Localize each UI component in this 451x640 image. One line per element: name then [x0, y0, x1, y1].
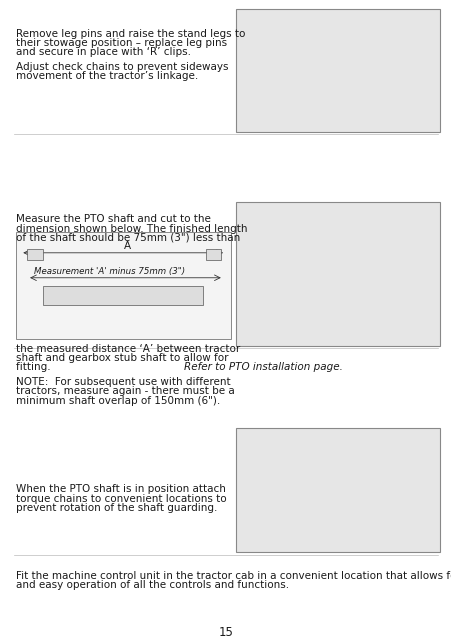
Text: 15: 15 — [218, 626, 233, 639]
Text: Refer to PTO installation page.: Refer to PTO installation page. — [183, 362, 342, 372]
Bar — [235, 428, 439, 552]
Text: Measure the PTO shaft and cut to the: Measure the PTO shaft and cut to the — [16, 214, 210, 225]
Text: Remove leg pins and raise the stand legs to: Remove leg pins and raise the stand legs… — [16, 29, 244, 39]
Bar — [235, 9, 439, 132]
Text: tractors, measure again - there must be a: tractors, measure again - there must be … — [16, 387, 234, 396]
Bar — [27, 249, 43, 260]
Bar — [235, 202, 439, 346]
Text: and easy operation of all the controls and functions.: and easy operation of all the controls a… — [16, 580, 288, 590]
Bar — [43, 286, 203, 305]
Text: prevent rotation of the shaft guarding.: prevent rotation of the shaft guarding. — [16, 503, 217, 513]
Text: the measured distance ‘A’ between tractor: the measured distance ‘A’ between tracto… — [16, 344, 239, 354]
Text: When the PTO shaft is in position attach: When the PTO shaft is in position attach — [16, 484, 225, 495]
Text: dimension shown below. The finished length: dimension shown below. The finished leng… — [16, 223, 247, 234]
Bar — [16, 232, 230, 339]
Text: their stowage position – replace leg pins: their stowage position – replace leg pin… — [16, 38, 226, 48]
Text: movement of the tractor’s linkage.: movement of the tractor’s linkage. — [16, 72, 198, 81]
Text: A: A — [124, 241, 131, 252]
Text: shaft and gearbox stub shaft to allow for: shaft and gearbox stub shaft to allow fo… — [16, 353, 228, 363]
Text: Measurement 'A' minus 75mm (3"): Measurement 'A' minus 75mm (3") — [34, 267, 184, 276]
Text: torque chains to convenient locations to: torque chains to convenient locations to — [16, 494, 226, 504]
Text: minimum shaft overlap of 150mm (6").: minimum shaft overlap of 150mm (6"). — [16, 396, 220, 406]
Text: Fit the machine control unit in the tractor cab in a convenient location that al: Fit the machine control unit in the trac… — [16, 571, 451, 581]
Text: and secure in place with ‘R’ clips.: and secure in place with ‘R’ clips. — [16, 47, 190, 58]
Bar — [205, 249, 221, 260]
Text: NOTE:  For subsequent use with different: NOTE: For subsequent use with different — [16, 377, 230, 387]
Text: Adjust check chains to prevent sideways: Adjust check chains to prevent sideways — [16, 62, 228, 72]
Text: of the shaft should be 75mm (3") less than: of the shaft should be 75mm (3") less th… — [16, 233, 239, 243]
Text: fitting.: fitting. — [16, 362, 54, 372]
